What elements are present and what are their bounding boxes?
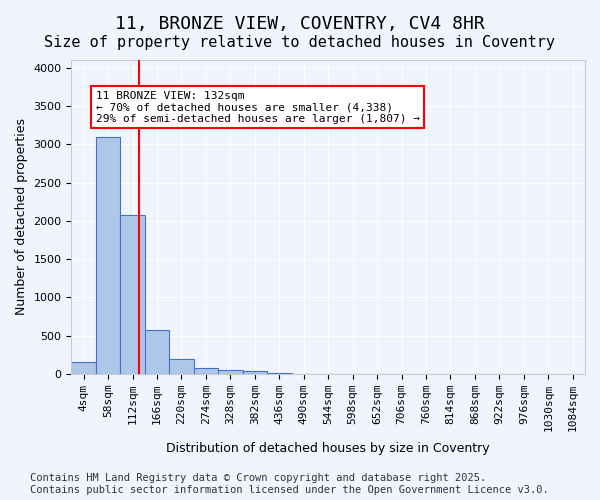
Text: Size of property relative to detached houses in Coventry: Size of property relative to detached ho… [44,35,556,50]
Bar [145,330,169,374]
Bar [218,370,242,374]
Bar [169,358,194,374]
Text: 11 BRONZE VIEW: 132sqm
← 70% of detached houses are smaller (4,338)
29% of semi-: 11 BRONZE VIEW: 132sqm ← 70% of detached… [96,90,420,124]
Bar [96,136,121,374]
X-axis label: Distribution of detached houses by size in Coventry: Distribution of detached houses by size … [166,442,490,455]
Bar [267,373,292,374]
Bar [121,214,145,374]
Bar [71,362,96,374]
Bar [194,368,218,374]
Bar [242,371,267,374]
Text: Contains HM Land Registry data © Crown copyright and database right 2025.
Contai: Contains HM Land Registry data © Crown c… [30,474,549,495]
Text: 11, BRONZE VIEW, COVENTRY, CV4 8HR: 11, BRONZE VIEW, COVENTRY, CV4 8HR [115,15,485,33]
Y-axis label: Number of detached properties: Number of detached properties [15,118,28,316]
